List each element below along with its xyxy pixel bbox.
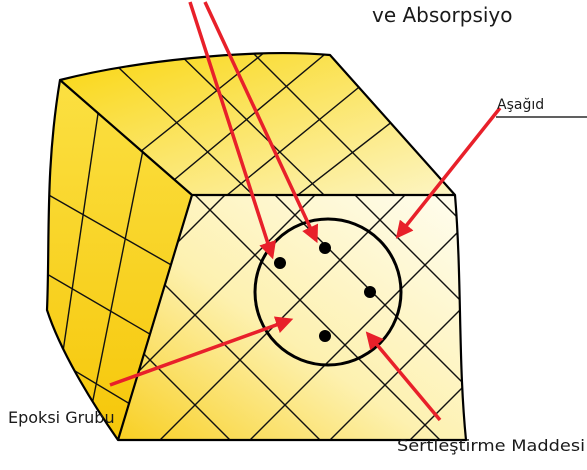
label-top-right: ve Absorpsiyo [372,3,513,27]
label-hardener: Sertleştirme Maddesi [397,436,585,455]
diagram: ve Absorpsiyo Aşağıd Epoksi Grubu Sertle… [0,0,587,470]
label-right: Aşağıd [497,97,544,113]
label-epoxy: Epoksi Grubu [8,408,115,427]
cube [30,40,480,470]
